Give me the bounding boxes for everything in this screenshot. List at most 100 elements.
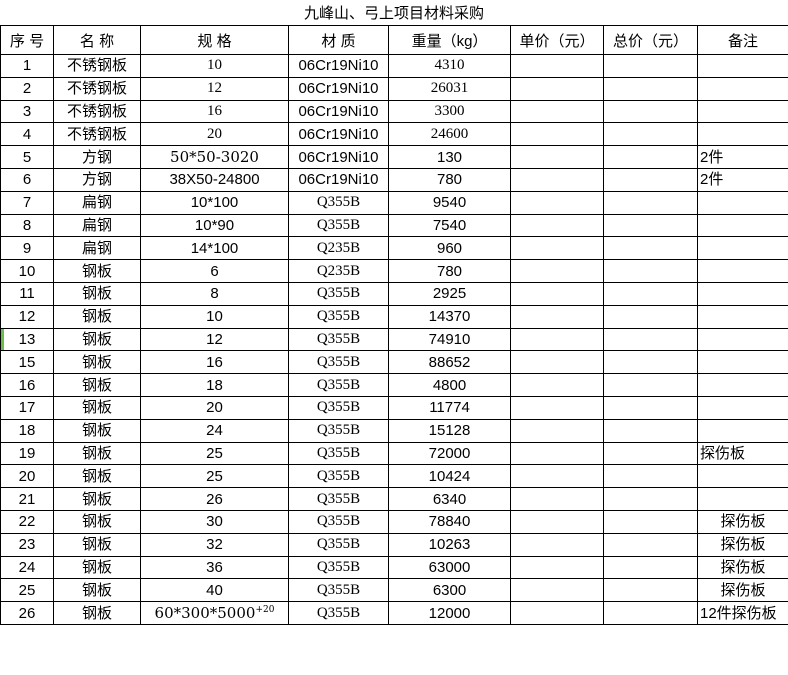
cell-material[interactable]: Q355B [288, 327, 389, 352]
cell-remark[interactable]: 探伤板 [697, 509, 788, 534]
cell-remark[interactable]: 探伤板 [697, 578, 788, 603]
cell-spec[interactable]: 24 [140, 418, 289, 443]
cell-total-price[interactable] [603, 236, 698, 261]
cell-total-price[interactable] [603, 509, 698, 534]
cell-seq[interactable]: 10 [0, 259, 54, 283]
cell-spec[interactable]: 50*50-3020 [140, 145, 289, 169]
cell-name[interactable]: 钢板 [53, 259, 141, 283]
cell-name[interactable]: 钢板 [53, 395, 141, 420]
cell-unit-price[interactable] [510, 578, 604, 603]
cell-name[interactable]: 钢板 [53, 532, 141, 557]
cell-material[interactable]: 06Cr19Ni10 [288, 145, 389, 169]
cell-spec[interactable]: 16 [140, 99, 289, 124]
cell-spec[interactable]: 32 [140, 532, 289, 557]
cell-seq[interactable]: 3 [0, 99, 54, 124]
cell-total-price[interactable] [603, 259, 698, 283]
cell-spec[interactable]: 18 [140, 373, 289, 397]
cell-material[interactable]: 06Cr19Ni10 [288, 122, 389, 147]
cell-material[interactable]: Q355B [288, 213, 389, 238]
cell-seq[interactable]: 15 [0, 350, 54, 375]
header-unit-price[interactable]: 单价（元） [510, 25, 604, 55]
cell-name[interactable]: 钢板 [53, 601, 141, 625]
cell-remark[interactable] [697, 304, 788, 329]
cell-seq[interactable]: 19 [0, 441, 54, 466]
cell-unit-price[interactable] [510, 99, 604, 124]
cell-seq[interactable]: 21 [0, 487, 54, 511]
cell-unit-price[interactable] [510, 487, 604, 511]
cell-seq[interactable]: 17 [0, 395, 54, 420]
sheet-title[interactable]: 九峰山、弓上项目材料采购 [303, 5, 484, 22]
cell-material[interactable]: Q355B [288, 464, 389, 489]
cell-name[interactable]: 钢板 [53, 509, 141, 534]
cell-name[interactable]: 扁钢 [53, 236, 141, 261]
cell-remark[interactable] [697, 54, 788, 78]
cell-total-price[interactable] [603, 601, 698, 625]
cell-unit-price[interactable] [510, 532, 604, 557]
cell-material[interactable]: Q355B [288, 418, 389, 443]
cell-spec[interactable]: 10*90 [140, 213, 289, 238]
cell-seq[interactable]: 2 [0, 76, 54, 101]
cell-weight[interactable]: 2925 [388, 281, 511, 306]
cell-material[interactable]: Q235B [288, 259, 389, 283]
cell-weight[interactable]: 14370 [388, 304, 511, 329]
cell-unit-price[interactable] [510, 350, 604, 375]
cell-remark[interactable] [697, 464, 788, 489]
cell-material[interactable]: Q355B [288, 441, 389, 466]
cell-total-price[interactable] [603, 532, 698, 557]
cell-weight[interactable]: 10263 [388, 532, 511, 557]
cell-spec[interactable]: 10 [140, 304, 289, 329]
cell-name[interactable]: 钢板 [53, 555, 141, 580]
cell-name[interactable]: 不锈钢板 [53, 54, 141, 78]
cell-weight[interactable]: 7540 [388, 213, 511, 238]
cell-unit-price[interactable] [510, 418, 604, 443]
cell-remark[interactable]: 探伤板 [697, 555, 788, 580]
cell-total-price[interactable] [603, 373, 698, 397]
cell-unit-price[interactable] [510, 373, 604, 397]
cell-seq[interactable]: 24 [0, 555, 54, 580]
cell-weight[interactable]: 10424 [388, 464, 511, 489]
cell-spec[interactable]: 16 [140, 350, 289, 375]
cell-seq[interactable]: 23 [0, 532, 54, 557]
cell-remark[interactable] [697, 122, 788, 147]
cell-weight[interactable]: 12000 [388, 601, 511, 625]
cell-unit-price[interactable] [510, 304, 604, 329]
cell-name[interactable]: 钢板 [53, 464, 141, 489]
cell-spec[interactable]: 30 [140, 509, 289, 534]
cell-seq[interactable]: 5 [0, 145, 54, 169]
cell-weight[interactable]: 960 [388, 236, 511, 261]
cell-seq[interactable]: 1 [0, 54, 54, 78]
cell-spec[interactable]: 40 [140, 578, 289, 603]
cell-weight[interactable]: 78840 [388, 509, 511, 534]
cell-total-price[interactable] [603, 464, 698, 489]
header-weight[interactable]: 重量（kg） [388, 25, 511, 55]
cell-unit-price[interactable] [510, 167, 604, 192]
cell-seq[interactable]: 6 [0, 167, 54, 192]
cell-remark[interactable] [697, 281, 788, 306]
cell-weight[interactable]: 4310 [388, 54, 511, 78]
cell-material[interactable]: 06Cr19Ni10 [288, 76, 389, 101]
cell-material[interactable]: Q355B [288, 281, 389, 306]
cell-seq[interactable]: 8 [0, 213, 54, 238]
cell-name[interactable]: 不锈钢板 [53, 76, 141, 101]
cell-material[interactable]: Q355B [288, 190, 389, 215]
cell-remark[interactable] [697, 76, 788, 101]
cell-name[interactable]: 钢板 [53, 418, 141, 443]
cell-name[interactable]: 钢板 [53, 350, 141, 375]
cell-seq[interactable]: 12 [0, 304, 54, 329]
cell-weight[interactable]: 72000 [388, 441, 511, 466]
cell-seq[interactable]: 25 [0, 578, 54, 603]
cell-remark[interactable] [697, 99, 788, 124]
cell-material[interactable]: 06Cr19Ni10 [288, 54, 389, 78]
header-name[interactable]: 名 称 [53, 25, 141, 55]
cell-spec[interactable]: 14*100 [140, 236, 289, 261]
cell-spec[interactable]: 12 [140, 76, 289, 101]
header-material[interactable]: 材 质 [288, 25, 389, 55]
cell-seq[interactable]: 9 [0, 236, 54, 261]
cell-weight[interactable]: 6340 [388, 487, 511, 511]
cell-material[interactable]: 06Cr19Ni10 [288, 167, 389, 192]
cell-seq[interactable]: 13 [0, 327, 54, 352]
cell-remark[interactable]: 2件 [697, 145, 788, 169]
cell-unit-price[interactable] [510, 509, 604, 534]
cell-name[interactable]: 钢板 [53, 281, 141, 306]
cell-unit-price[interactable] [510, 395, 604, 420]
